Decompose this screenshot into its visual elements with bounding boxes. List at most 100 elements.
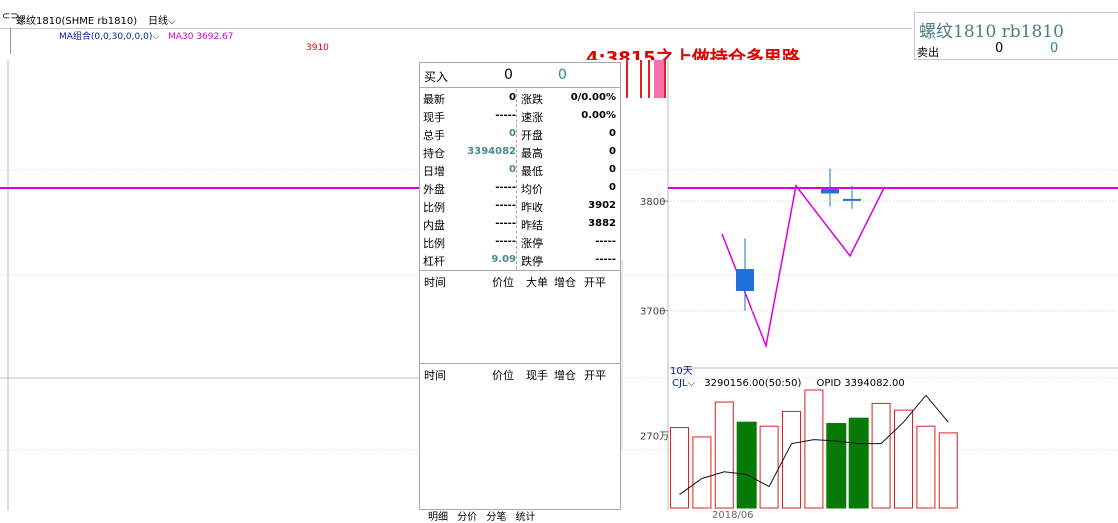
decor-bar bbox=[648, 60, 650, 98]
instrument-title-box: 螺纹1810 rb1810 卖出 0 0 bbox=[914, 12, 1118, 60]
volume-bar bbox=[714, 401, 734, 509]
quote-row: 速涨 0.00% bbox=[518, 107, 616, 125]
quote-label: 速涨 bbox=[521, 111, 543, 124]
quote-value: ----- bbox=[495, 110, 516, 121]
candle-body bbox=[736, 269, 754, 291]
sell-label: 卖出 bbox=[917, 46, 939, 59]
col-time: 时间 bbox=[424, 276, 446, 289]
quote-row: 内盘 ----- bbox=[420, 215, 516, 233]
quote-row: 总手 0 bbox=[420, 125, 516, 143]
kline-chart[interactable]: 3700 3800 270万 bbox=[0, 60, 1118, 510]
price-axis: 3700 3800 bbox=[640, 197, 1118, 318]
quote-divider bbox=[516, 89, 517, 269]
quote-row: 日增 0 bbox=[420, 161, 516, 179]
col-oi-change: 增仓 bbox=[554, 276, 576, 289]
quote-row: 外盘 ----- bbox=[420, 179, 516, 197]
instrument-title: 螺纹1810 rb1810 bbox=[919, 22, 1064, 42]
quote-value: 9.09 bbox=[491, 254, 516, 265]
quote-label: 最低 bbox=[521, 165, 543, 178]
quote-label: 开盘 bbox=[521, 129, 543, 142]
decor bbox=[621, 60, 666, 450]
quote-row: 杠杆 9.09 bbox=[420, 251, 516, 269]
volume-value: 3290156.00(50:50) bbox=[704, 378, 802, 389]
quote-label: 总手 bbox=[423, 129, 445, 142]
quote-value: 0.00% bbox=[581, 110, 616, 121]
col-open-close: 开平 bbox=[584, 369, 606, 382]
quote-label: 均价 bbox=[521, 183, 543, 196]
quote-label: 最高 bbox=[521, 147, 543, 160]
col-volume: 现手 bbox=[526, 369, 548, 382]
sell-volume: 0 bbox=[1050, 41, 1059, 56]
quote-row: 现手 ----- bbox=[420, 107, 516, 125]
tab-price-dist[interactable]: 分价 bbox=[457, 512, 478, 523]
quote-row: 昨收 3902 bbox=[518, 197, 616, 215]
col-big-order: 大单 bbox=[526, 276, 548, 289]
quote-label: 涨停 bbox=[521, 237, 543, 250]
chevron-down-icon: ⌵ bbox=[168, 16, 176, 27]
quote-value: ----- bbox=[495, 182, 516, 193]
quote-row: 涨停 ----- bbox=[518, 233, 616, 251]
col-price: 价位 bbox=[492, 276, 514, 289]
quote-value: 0/0.00% bbox=[570, 92, 616, 103]
decor-bar bbox=[664, 60, 666, 98]
quote-label: 跌停 bbox=[521, 255, 543, 268]
symbol-title[interactable]: 螺纹1810(SHME rb1810) bbox=[16, 16, 138, 27]
quote-panel: 买入 0 0 最新 0 现手 ----- 总手 0 持仓 3394082 日增 0 外盘 ----- 比… bbox=[419, 62, 621, 510]
quote-label: 杠杆 bbox=[423, 255, 445, 268]
tab-stats[interactable]: 统计 bbox=[515, 512, 536, 523]
quote-label: 昨收 bbox=[521, 201, 543, 214]
volume-bar bbox=[692, 436, 712, 509]
volume-bar bbox=[916, 425, 936, 509]
quote-label: 比例 bbox=[423, 201, 445, 214]
quote-value: 3882 bbox=[588, 218, 616, 229]
buy-row[interactable]: 买入 0 0 bbox=[420, 63, 620, 88]
days-label: 10天 bbox=[670, 366, 693, 377]
tab-tick[interactable]: 分笔 bbox=[486, 512, 507, 523]
quote-value: 3902 bbox=[588, 200, 616, 211]
tab-detail[interactable]: 明细 bbox=[428, 512, 448, 523]
ticks-header: 时间 价位 大单 增仓 开平 bbox=[420, 270, 620, 289]
x-axis-date: 2018/06 bbox=[712, 510, 754, 521]
trades-header: 时间 价位 现手 增仓 开平 bbox=[420, 363, 620, 382]
quote-value: ----- bbox=[495, 200, 516, 211]
cjl-selector[interactable]: CJL⌵ bbox=[672, 378, 696, 389]
volume-bar bbox=[848, 417, 869, 509]
quote-label: 外盘 bbox=[423, 183, 445, 196]
ma-zigzag-line bbox=[721, 184, 885, 349]
quote-value: ----- bbox=[595, 236, 616, 247]
volume-bar bbox=[804, 389, 824, 509]
indicator-bar: MA组合(0,0,30,0,0,0)⌵ MA30 3692.67 bbox=[10, 28, 913, 54]
opid-line bbox=[679, 394, 949, 495]
volume-bar bbox=[759, 425, 779, 509]
sell-price: 0 bbox=[995, 41, 1004, 56]
quote-label: 持仓 bbox=[423, 147, 445, 160]
quote-row: 跌停 ----- bbox=[518, 251, 616, 269]
ma-indicator-line[interactable]: MA组合(0,0,30,0,0,0)⌵ MA30 3692.67 bbox=[59, 29, 234, 42]
col-time: 时间 bbox=[424, 369, 446, 382]
candle-body bbox=[821, 189, 839, 194]
quote-label: 涨跌 bbox=[521, 93, 543, 106]
volume-bar bbox=[894, 409, 913, 509]
quote-value: 0 bbox=[509, 128, 516, 139]
decor-bar bbox=[654, 60, 664, 98]
volume-bar bbox=[871, 402, 891, 509]
quote-label: 最新 bbox=[423, 93, 445, 106]
quote-row: 均价 0 bbox=[518, 179, 616, 197]
quote-row: 比例 ----- bbox=[420, 233, 516, 251]
link-icon[interactable]: ⊂⊃ bbox=[2, 11, 19, 22]
candle-body bbox=[843, 198, 861, 201]
buy-volume: 0 bbox=[558, 67, 567, 83]
quote-value: 0 bbox=[509, 164, 516, 175]
buy-price: 0 bbox=[504, 67, 513, 83]
quote-row: 持仓 3394082 bbox=[420, 143, 516, 161]
quote-value: 0 bbox=[609, 182, 616, 193]
period-selector[interactable]: 日线⌵ bbox=[148, 16, 176, 27]
quote-value: 0 bbox=[609, 164, 616, 175]
quote-value: 3394082 bbox=[467, 146, 516, 157]
quote-row: 最新 0 bbox=[420, 89, 516, 107]
quote-row: 最高 0 bbox=[518, 143, 616, 161]
col-open-close: 开平 bbox=[584, 276, 606, 289]
quote-label: 内盘 bbox=[423, 219, 445, 232]
buy-label: 买入 bbox=[424, 70, 449, 84]
quote-value: 0 bbox=[609, 128, 616, 139]
